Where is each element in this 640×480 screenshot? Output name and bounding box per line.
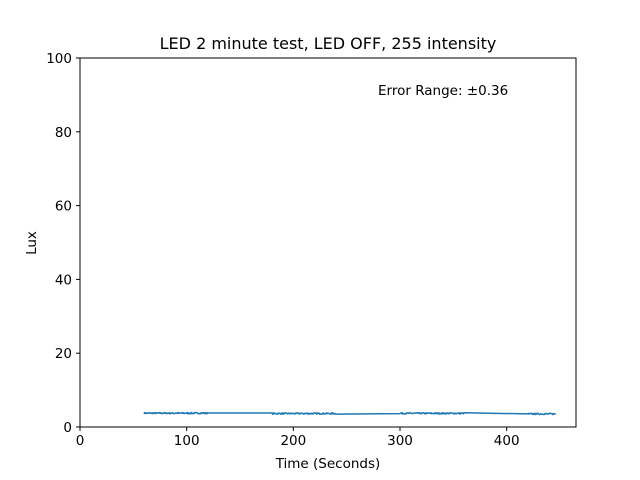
y-axis-label: Lux	[24, 231, 40, 255]
y-tick-label: 80	[55, 125, 72, 141]
plot-frame	[79, 57, 577, 428]
y-axis: 0 20 40 60 80 100	[46, 51, 80, 436]
plot-area	[143, 411, 557, 416]
chart-title: LED 2 minute test, LED OFF, 255 intensit…	[160, 34, 497, 53]
x-axis-label: Time (Seconds)	[275, 456, 381, 472]
x-tick-label: 0	[76, 433, 85, 449]
y-tick-label: 20	[55, 346, 72, 362]
y-tick-label: 0	[63, 420, 72, 436]
y-tick-label: 40	[55, 272, 72, 288]
series-line-lux	[143, 411, 557, 416]
x-tick-label: 300	[387, 433, 413, 449]
x-axis: 0 100 200 300 400	[76, 427, 520, 449]
x-tick-label: 200	[280, 433, 306, 449]
x-tick-label: 100	[174, 433, 200, 449]
y-tick-label: 100	[46, 51, 72, 67]
y-tick-label: 60	[55, 199, 72, 215]
error-range-annotation: Error Range: ±0.36	[378, 83, 508, 99]
x-tick-label: 400	[494, 433, 520, 449]
